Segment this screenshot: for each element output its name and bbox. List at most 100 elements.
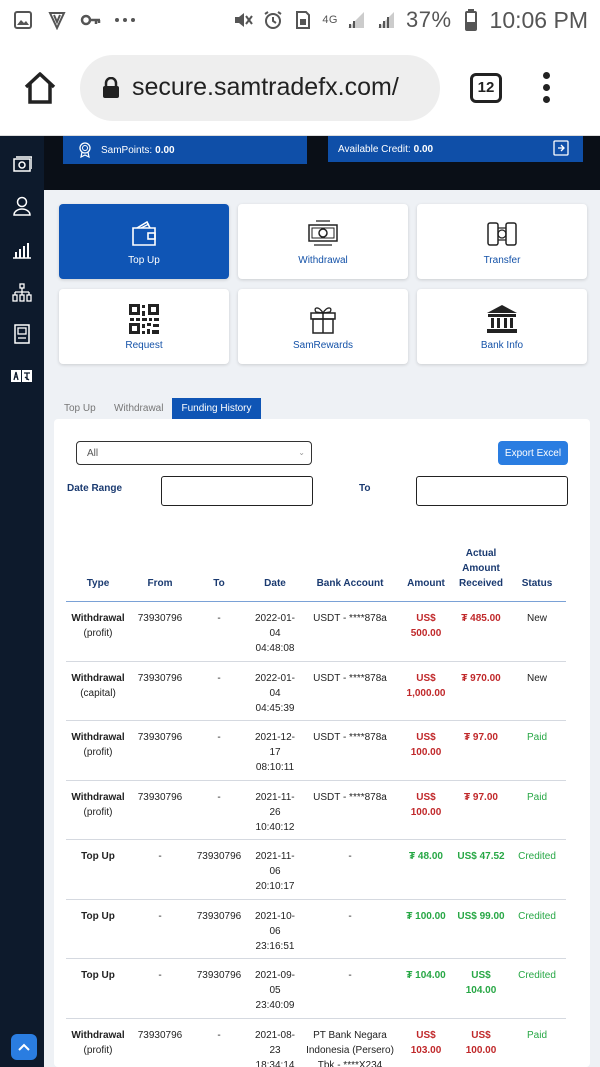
cell-date: 2022-01-04 04:45:39 <box>248 661 302 721</box>
type-text: Top Up <box>81 970 115 981</box>
scroll-to-top-button[interactable] <box>11 1034 37 1060</box>
col-to: To <box>190 546 248 602</box>
clock: 10:06 PM <box>489 6 588 33</box>
transfer-action[interactable]: Transfer <box>417 204 587 279</box>
col-bank-account: Bank Account <box>302 546 398 602</box>
cell-amount: ₮ 48.00 <box>398 839 454 900</box>
col-amount: Amount <box>398 546 454 602</box>
book-icon <box>14 324 30 344</box>
type-text: Top Up <box>81 851 115 862</box>
url-field[interactable]: secure.samtradefx.com/ <box>80 54 440 121</box>
chevron-down-icon: ⌄ <box>298 448 305 457</box>
date-to-label: To <box>359 483 371 494</box>
table-row: Withdrawal (profit) 73930796-2021-08-23 18… <box>66 1018 566 1067</box>
cell-actual-received: US$ 104.00 <box>454 958 508 1019</box>
request-action[interactable]: Request <box>59 289 229 364</box>
cell-bank-account: USDT - ****878a <box>302 601 398 662</box>
sidebar-item-trading[interactable] <box>10 238 34 262</box>
col-date: Date <box>248 546 302 602</box>
cell-type: Top Up <box>66 899 130 959</box>
bank-info-action[interactable]: Bank Info <box>417 289 587 364</box>
vpn-shield-icon <box>46 9 68 31</box>
sidebar-item-funds[interactable] <box>10 152 34 176</box>
cell-date: 2021-10-06 23:16:51 <box>248 899 302 959</box>
cell-status: Credited <box>508 839 566 900</box>
funding-history-panel: All ⌄ Export Excel Date Range To Type Fr… <box>44 419 600 1067</box>
chevron-up-icon <box>18 1043 30 1051</box>
cell-actual-received: ₮ 485.00 <box>454 601 508 662</box>
cell-type: Withdrawal (profit) <box>66 1018 130 1067</box>
funding-history-table: Type From To Date Bank Account Amount Ac… <box>66 546 566 1067</box>
user-icon <box>13 196 31 216</box>
mute-icon <box>232 9 254 31</box>
export-excel-button[interactable]: Export Excel <box>498 441 568 465</box>
type-subtext: (capital) <box>80 687 116 699</box>
cell-actual-received: US$ 99.00 <box>454 899 508 959</box>
wallet-icon <box>129 217 159 251</box>
tab-funding-history[interactable]: Funding History <box>172 398 261 419</box>
cell-amount: ₮ 104.00 <box>398 958 454 1019</box>
key-icon <box>80 9 102 31</box>
sidebar-item-partners[interactable] <box>10 281 34 305</box>
tab-withdrawal[interactable]: Withdrawal <box>114 403 164 414</box>
cell-to: - <box>190 601 248 662</box>
type-filter-select[interactable]: All ⌄ <box>76 441 312 465</box>
table-row: Top Up -73930796 2021-09-05 23:40:09- ₮ 104… <box>66 958 566 1019</box>
table-row: Withdrawal (profit) 73930796-2022-01-04 04… <box>66 601 566 662</box>
credit-transfer-button[interactable] <box>553 140 569 159</box>
cell-from: 73930796 <box>130 661 190 721</box>
withdrawal-action[interactable]: Withdrawal <box>238 204 408 279</box>
col-status: Status <box>508 546 566 602</box>
bank-icon <box>485 302 519 336</box>
cell-to: - <box>190 661 248 721</box>
cell-bank-account: USDT - ****878a <box>302 661 398 721</box>
samrewards-action-label: SamRewards <box>292 340 354 351</box>
cell-status: New <box>508 661 566 721</box>
tab-topup[interactable]: Top Up <box>64 403 96 414</box>
table-row: Top Up -73930796 2021-11-06 20:10:17- ₮ 48.… <box>66 839 566 900</box>
type-text: Withdrawal <box>71 672 125 684</box>
cell-amount: US$ 103.00 <box>398 1018 454 1067</box>
cell-to: 73930796 <box>190 839 248 900</box>
browser-menu-button[interactable] <box>536 72 556 103</box>
table-header-row: Type From To Date Bank Account Amount Ac… <box>66 546 566 602</box>
cell-to: - <box>190 720 248 781</box>
browser-toolbar: secure.samtradefx.com/ 12 <box>0 40 600 136</box>
cell-date: 2022-01-04 04:48:08 <box>248 601 302 662</box>
cell-status: Paid <box>508 1018 566 1067</box>
type-text: Top Up <box>81 910 115 922</box>
sampoints-card: SamPoints: 0.00 <box>63 136 307 164</box>
table-row: Withdrawal (profit) 73930796-2021-12-17 08… <box>66 720 566 781</box>
sampoints-label: SamPoints: <box>101 144 153 156</box>
date-to-input[interactable] <box>416 476 568 506</box>
signal-icon-2 <box>376 9 398 31</box>
topup-action[interactable]: Top Up <box>59 204 229 279</box>
cell-from: - <box>130 958 190 1019</box>
home-icon <box>24 71 56 104</box>
type-text: Withdrawal <box>71 732 125 743</box>
col-actual-received: Actual Amount Received <box>454 546 508 602</box>
date-range-label: Date Range <box>67 483 123 494</box>
tab-switcher-button[interactable]: 12 <box>470 72 502 103</box>
app-sidebar <box>0 136 44 1067</box>
cell-type: Withdrawal (profit) <box>66 601 130 662</box>
transfer-action-label: Transfer <box>483 255 521 266</box>
cell-date: 2021-08-23 18:34:14 <box>248 1018 302 1067</box>
col-type: Type <box>66 546 130 602</box>
more-notifications-icon <box>114 9 136 31</box>
samrewards-action[interactable]: SamRewards <box>238 289 408 364</box>
date-from-input[interactable] <box>161 476 313 506</box>
money-icon <box>13 156 32 172</box>
sidebar-item-profile[interactable] <box>10 194 34 218</box>
cell-type: Withdrawal (profit) <box>66 720 130 781</box>
cell-to: - <box>190 1018 248 1067</box>
sidebar-item-education[interactable] <box>10 322 34 346</box>
cell-status: Credited <box>508 958 566 1019</box>
sampoints-value: 0.00 <box>155 144 175 156</box>
home-button[interactable] <box>18 66 62 110</box>
cash-icon <box>306 217 340 251</box>
sidebar-item-language[interactable] <box>10 364 34 388</box>
cell-type: Top Up <box>66 958 130 1019</box>
bar-chart-icon <box>13 243 31 259</box>
cell-status: Paid <box>508 780 566 840</box>
